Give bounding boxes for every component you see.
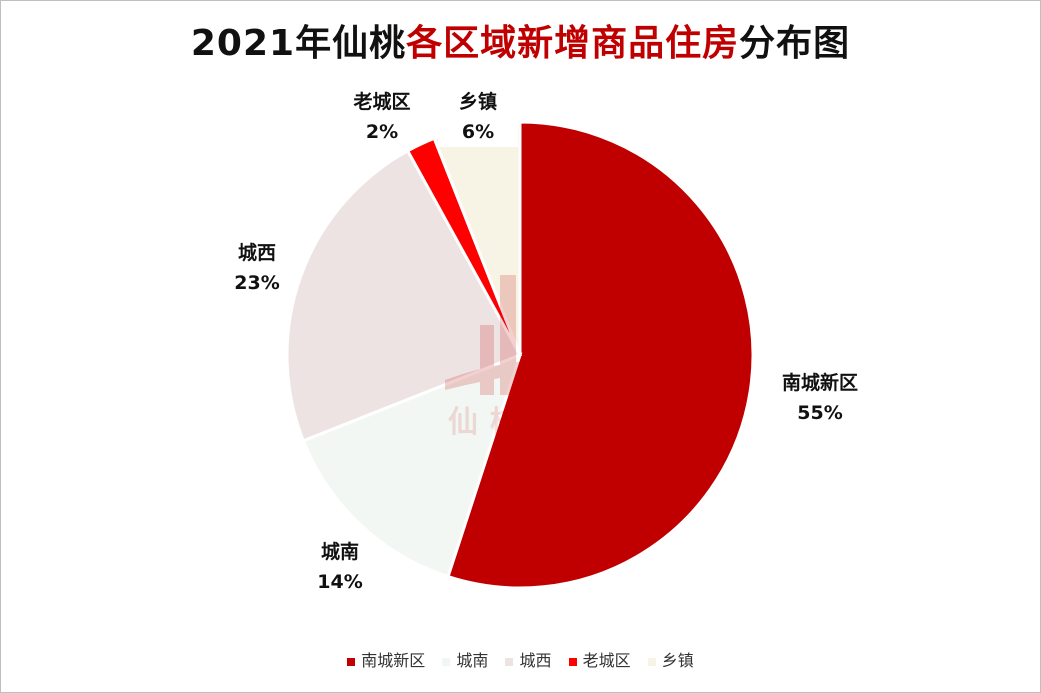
legend-label: 城南 <box>456 651 489 670</box>
legend-swatch <box>442 657 451 666</box>
label-percent: 14% <box>317 571 363 593</box>
label-chengxi: 城西 23% <box>212 238 302 298</box>
pie-slice-0 <box>446 120 755 590</box>
watermark-logo-icon <box>445 275 605 395</box>
title-part-3: 分布图 <box>739 23 851 64</box>
label-percent: 6% <box>461 121 495 143</box>
title-part-1: 2021年仙桃 <box>190 23 407 64</box>
label-xiangzhen: 乡镇 6% <box>438 87 518 147</box>
title-part-2: 各区域新增商品住房 <box>406 23 740 64</box>
label-name: 乡镇 <box>458 91 497 113</box>
legend-item-chengxi: 城西 <box>505 647 552 671</box>
label-name: 南城新区 <box>781 372 858 394</box>
watermark-text: 仙桃住房 <box>448 405 616 440</box>
label-chengnan: 城南 14% <box>295 537 385 597</box>
legend-item-chengnan: 城南 <box>442 647 488 671</box>
label-nancheng-xinqu: 南城新区 55% <box>760 368 880 428</box>
label-percent: 55% <box>797 402 843 424</box>
label-laochengqu: 老城区 2% <box>332 87 432 147</box>
label-percent: 23% <box>234 272 280 294</box>
legend-label: 老城区 <box>582 651 631 670</box>
legend-item-xiangzhen: 乡镇 <box>647 647 694 671</box>
legend-swatch <box>647 657 656 666</box>
legend: 南城新区 城南 城西 老城区 乡镇 <box>0 647 1041 671</box>
legend-item-laochengqu: 老城区 <box>568 647 631 671</box>
legend-swatch <box>505 657 514 666</box>
legend-label: 南城新区 <box>361 651 426 670</box>
label-percent: 2% <box>365 121 399 143</box>
label-name: 城西 <box>237 242 276 264</box>
legend-label: 城西 <box>519 651 552 670</box>
legend-swatch <box>568 657 577 666</box>
legend-item-nancheng-xinqu: 南城新区 <box>347 647 425 671</box>
pie-slice-1 <box>301 352 523 579</box>
label-name: 老城区 <box>353 91 411 113</box>
label-name: 城南 <box>320 541 359 563</box>
legend-swatch <box>347 657 356 666</box>
pie-slice-2 <box>285 148 523 443</box>
chart-title: 2021年仙桃各区域新增商品住房分布图 <box>0 14 1041 66</box>
legend-label: 乡镇 <box>661 651 694 670</box>
